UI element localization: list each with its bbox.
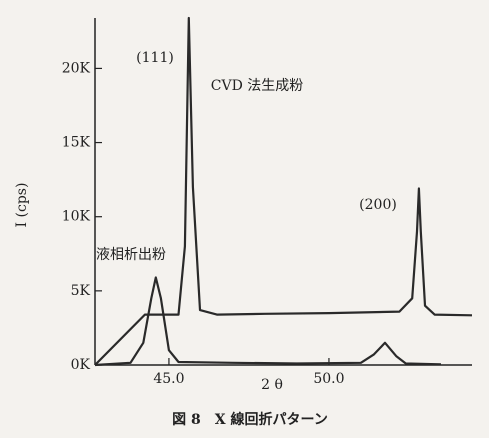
- annotation: (111): [136, 50, 174, 66]
- annotation: (200): [359, 197, 397, 213]
- x-tick-label: 50.0: [313, 371, 344, 387]
- annotation: CVD 法生成粉: [211, 78, 304, 94]
- caption: 図 8 X 線回折パターン: [172, 411, 328, 428]
- data-line: [94, 16, 473, 366]
- y-tick-label: 20K: [62, 60, 91, 76]
- y-tick-label: 15K: [62, 135, 91, 151]
- y-tick-label: 0K: [71, 357, 91, 373]
- y-axis-label: I (cps): [14, 183, 30, 228]
- y-tick-label: 5K: [71, 283, 91, 299]
- y-tick-label: 10K: [62, 209, 91, 225]
- annotation: 液相析出粉: [96, 247, 166, 263]
- x-tick-label: 45.0: [153, 371, 184, 387]
- data-line: [94, 276, 442, 367]
- x-axis-label: 2 θ: [261, 377, 283, 393]
